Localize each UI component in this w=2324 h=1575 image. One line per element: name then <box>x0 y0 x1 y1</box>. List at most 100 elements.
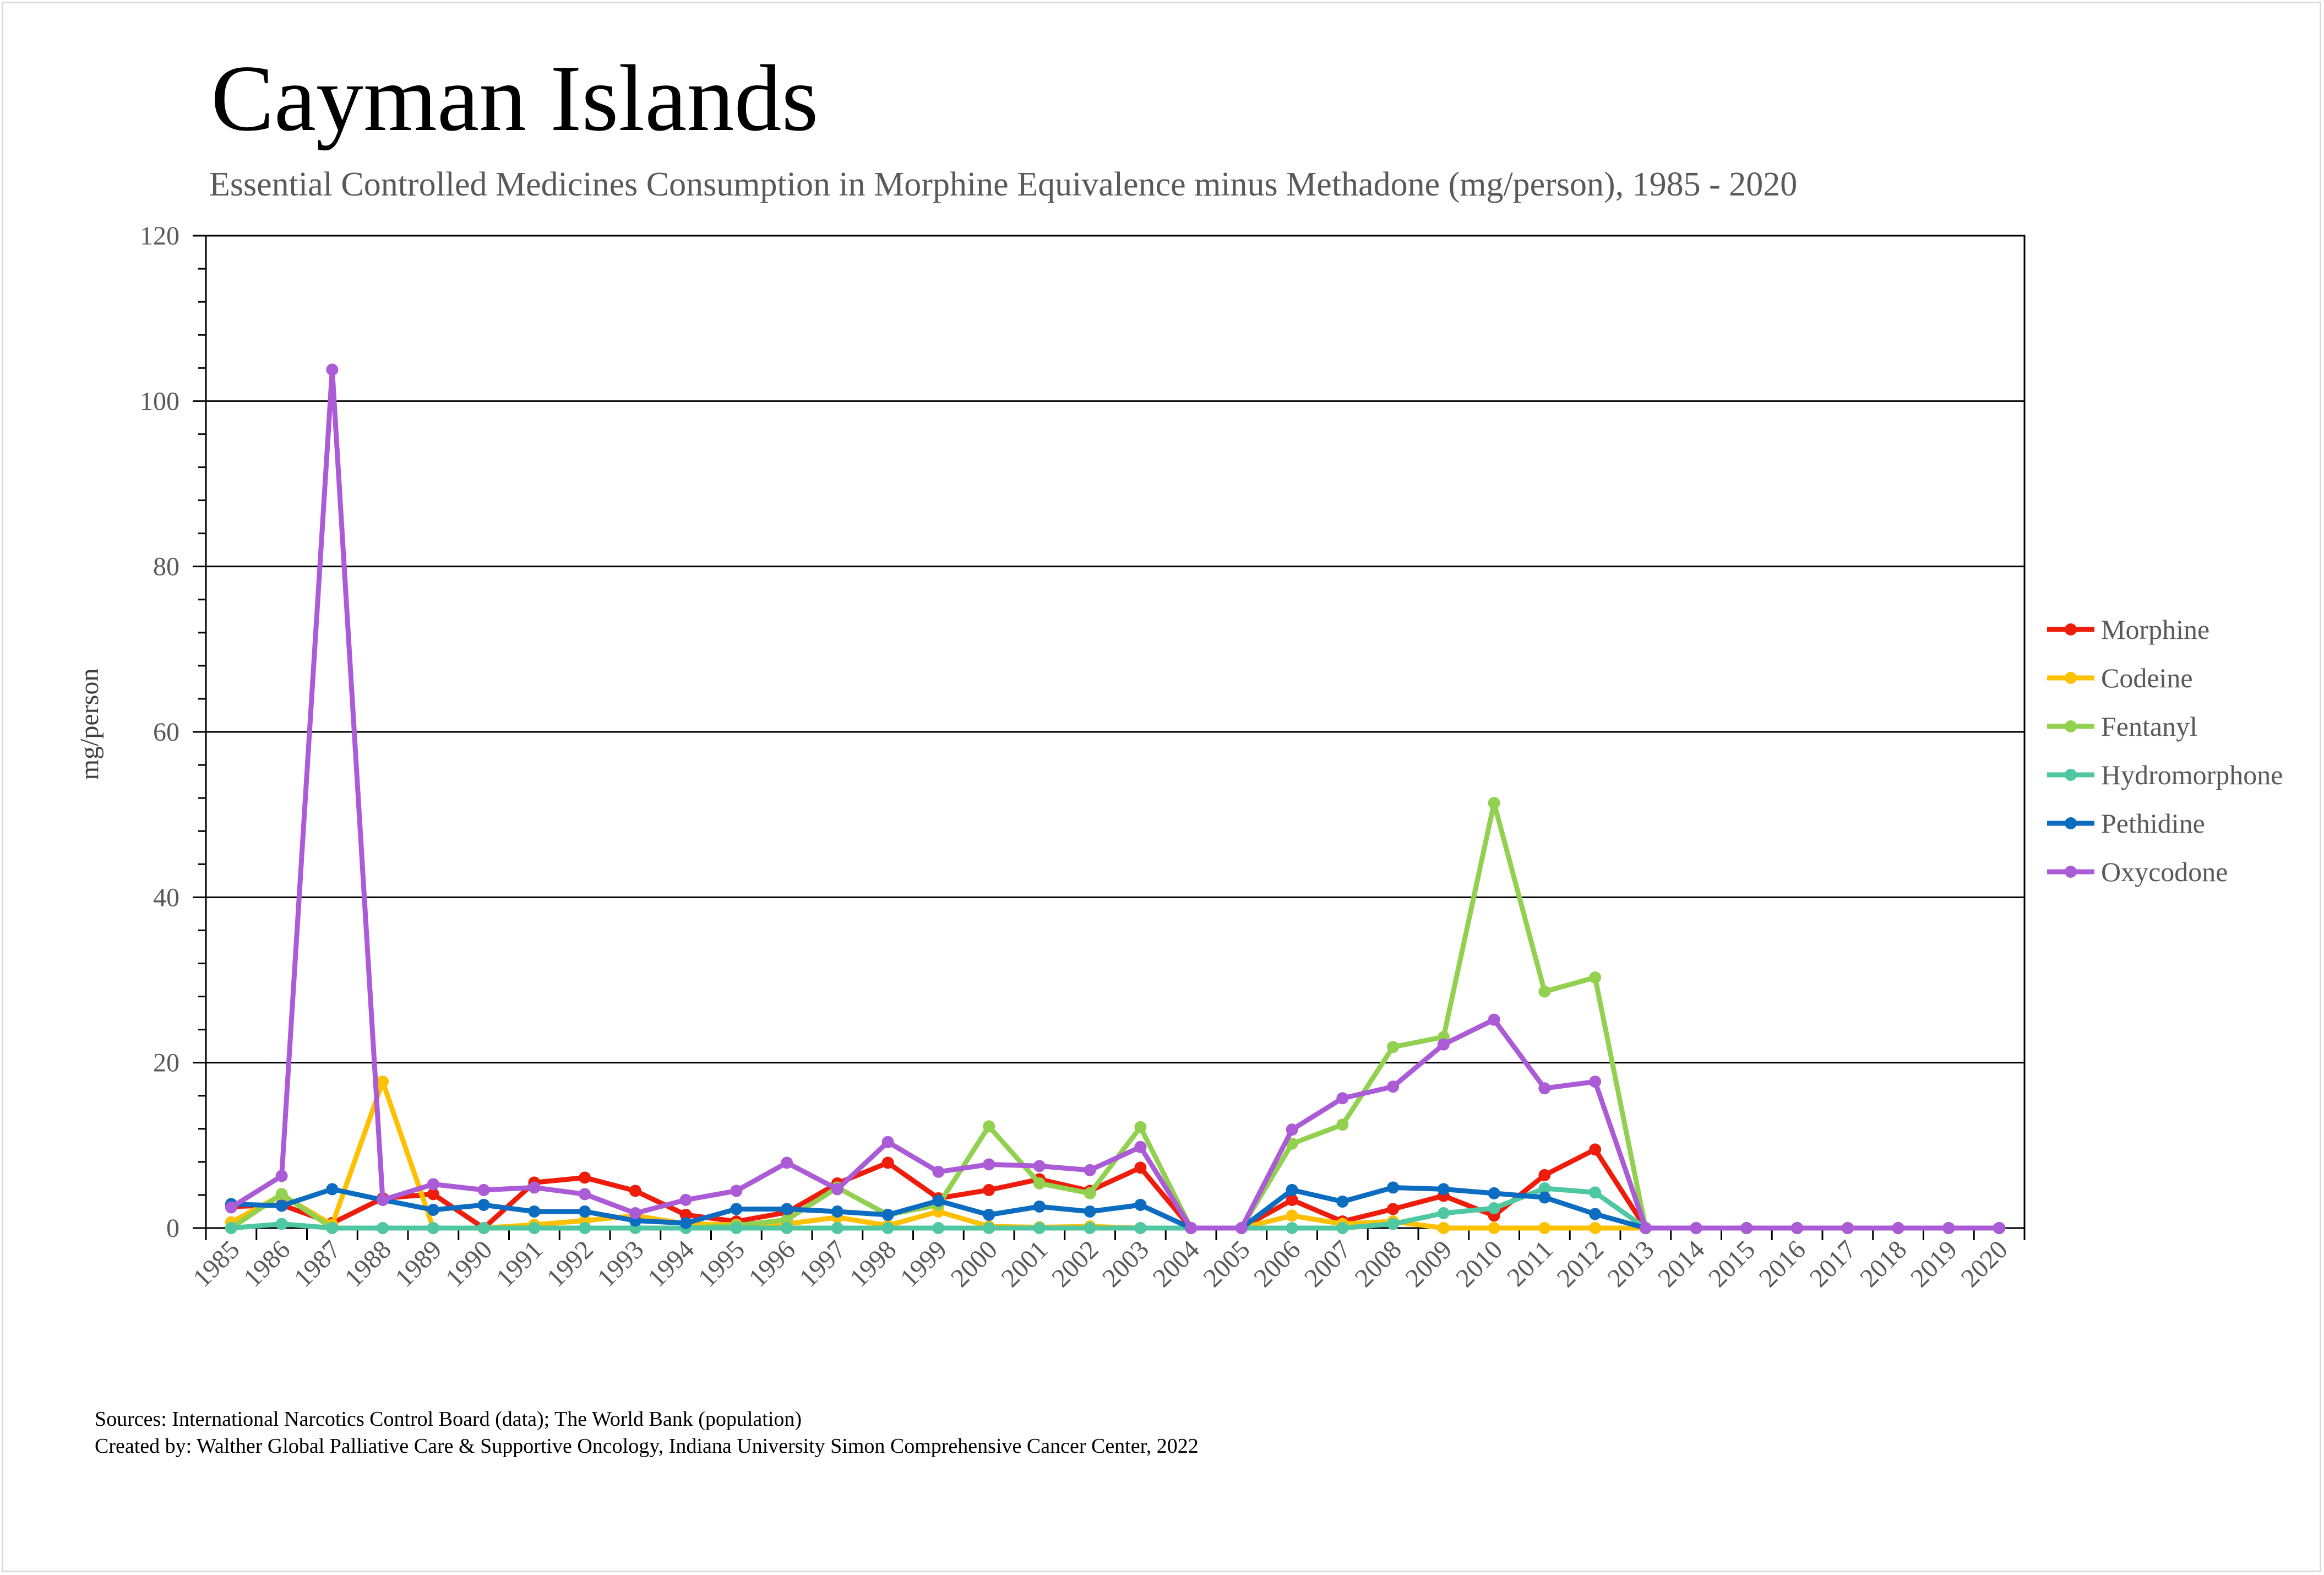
oxycodone-point <box>1235 1222 1248 1234</box>
legend-item-pethidine[interactable]: Pethidine <box>2047 808 2205 839</box>
pethidine-point <box>1134 1198 1147 1211</box>
y-tick-label: 100 <box>140 387 179 416</box>
x-tick-label: 1997 <box>793 1235 851 1292</box>
y-axis-label: mg/person <box>75 669 104 780</box>
oxycodone-point <box>1084 1164 1096 1176</box>
fentanyl-point <box>1336 1118 1349 1131</box>
x-tick-label: 2005 <box>1198 1235 1255 1292</box>
oxycodone-point <box>1387 1080 1400 1093</box>
legend-item-hydromorphone[interactable]: Hydromorphone <box>2047 759 2283 790</box>
morphine-point <box>1134 1161 1147 1174</box>
series <box>225 363 2006 1234</box>
x-tick-label: 2006 <box>1248 1235 1306 1292</box>
fentanyl-point <box>275 1188 288 1201</box>
x-tick-label: 2002 <box>1046 1235 1104 1292</box>
legend-item-codeine[interactable]: Codeine <box>2047 662 2193 693</box>
oxycodone-line <box>228 367 2002 1231</box>
x-tick-label: 2018 <box>1854 1235 1912 1292</box>
oxycodone-point <box>1286 1123 1298 1136</box>
chart-subtitle: Essential Controlled Medicines Consumpti… <box>209 166 1797 203</box>
x-tick-label: 2012 <box>1552 1235 1609 1292</box>
hydromorphone-point <box>225 1222 237 1234</box>
oxycodone-point <box>225 1201 237 1214</box>
oxycodone-point <box>1033 1160 1046 1172</box>
gridlines <box>206 400 2024 1064</box>
hydromorphone-point <box>781 1222 793 1234</box>
oxycodone-point <box>1134 1140 1147 1153</box>
hydromorphone-point <box>1589 1186 1602 1199</box>
oxycodone-point <box>1185 1222 1198 1234</box>
morphine-point <box>1538 1169 1551 1181</box>
codeine-point <box>377 1076 389 1088</box>
codeine-point <box>1589 1222 1602 1234</box>
oxycodone-point <box>1336 1092 1349 1105</box>
hydromorphone-point <box>579 1222 591 1234</box>
legend-swatch-marker <box>2065 720 2077 732</box>
y-tick-label: 80 <box>153 552 179 582</box>
oxycodone-point <box>1437 1038 1450 1051</box>
hydromorphone-point <box>377 1222 389 1234</box>
oxycodone-point <box>275 1170 288 1182</box>
legend[interactable]: Morphine Codeine Fentanyl Hydromorphone Peth… <box>2047 614 2283 887</box>
hydromorphone-point <box>1437 1207 1450 1219</box>
legend-swatch-marker <box>2065 817 2077 829</box>
chart-title: Cayman Islands <box>211 46 818 151</box>
fentanyl-point <box>983 1120 995 1133</box>
x-tick-label: 1990 <box>440 1235 498 1292</box>
codeine-point <box>1286 1209 1298 1222</box>
y-tick-label: 60 <box>153 718 179 747</box>
fentanyl-point <box>1134 1121 1147 1133</box>
codeine-point <box>1488 1222 1500 1234</box>
morphine-point <box>1286 1193 1298 1206</box>
oxycodone-point <box>1690 1222 1702 1234</box>
x-tick-label: 2019 <box>1905 1235 1963 1292</box>
series-fentanyl <box>225 797 2006 1234</box>
pethidine-point <box>831 1205 843 1218</box>
oxycodone-point <box>326 363 339 376</box>
oxycodone-point <box>983 1158 995 1171</box>
y-tick-label: 120 <box>140 221 179 251</box>
oxycodone-point <box>679 1193 692 1206</box>
legend-label: Morphine <box>2101 614 2209 645</box>
series-oxycodone <box>225 363 2006 1234</box>
fentanyl-point <box>1387 1041 1400 1053</box>
pethidine-point <box>679 1216 692 1229</box>
oxycodone-point <box>528 1181 541 1194</box>
oxycodone-point <box>1993 1222 2006 1234</box>
morphine-point <box>427 1188 439 1201</box>
x-tick-label: 1985 <box>187 1235 245 1292</box>
fentanyl-point <box>1589 971 1602 984</box>
hydromorphone-point <box>326 1222 339 1234</box>
x-tick-label: 1996 <box>743 1235 801 1292</box>
oxycodone-point <box>1488 1013 1500 1026</box>
x-tick-label: 2007 <box>1299 1235 1357 1292</box>
x-tick-label: 2015 <box>1703 1235 1761 1292</box>
legend-item-morphine[interactable]: Morphine <box>2047 614 2209 645</box>
x-tick-label: 2020 <box>1956 1235 2013 1292</box>
oxycodone-point <box>831 1183 843 1196</box>
morphine-point <box>983 1183 995 1196</box>
x-tick-label: 2003 <box>1097 1235 1155 1292</box>
pethidine-line <box>228 1185 2002 1231</box>
legend-item-fentanyl[interactable]: Fentanyl <box>2047 711 2197 742</box>
x-tick-label: 2000 <box>945 1235 1003 1292</box>
hydromorphone-point <box>427 1222 439 1234</box>
pethidine-point <box>275 1199 288 1212</box>
codeine-point <box>1538 1222 1551 1234</box>
hydromorphone-point <box>477 1222 490 1234</box>
oxycodone-point <box>477 1183 490 1196</box>
created-by-note: Created by: Walther Global Palliative Ca… <box>95 1435 1199 1458</box>
oxycodone-point <box>377 1193 389 1206</box>
pethidine-point <box>932 1194 945 1207</box>
morphine-point <box>1387 1203 1400 1215</box>
legend-swatch-marker <box>2065 866 2077 878</box>
legend-swatch-marker <box>2065 623 2077 636</box>
y-tick-labels: 0 20 40 60 80 100 120 <box>140 221 179 1243</box>
oxycodone-point <box>1892 1222 1904 1234</box>
oxycodone-point <box>781 1156 793 1169</box>
legend-item-oxycodone[interactable]: Oxycodone <box>2047 856 2228 887</box>
x-tick-label: 1993 <box>591 1235 649 1292</box>
x-tick-label: 2010 <box>1450 1235 1508 1292</box>
